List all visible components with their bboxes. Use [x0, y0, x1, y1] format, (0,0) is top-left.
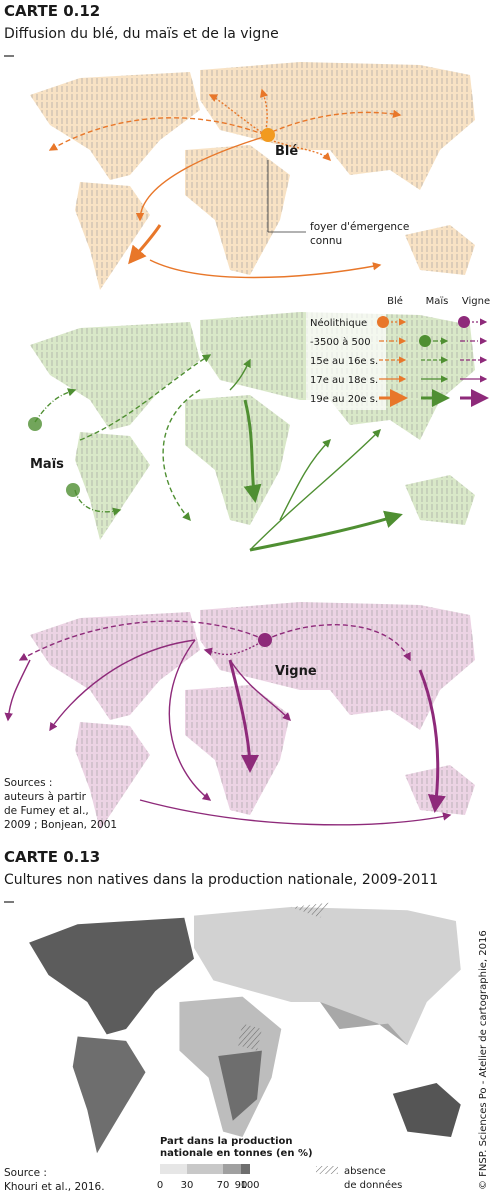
legend-column: Maïs — [426, 296, 449, 307]
map-label: CARTE 0.13 — [4, 848, 100, 866]
annotation: connu — [310, 235, 342, 247]
legend-row: Néolithique — [310, 317, 367, 329]
map-label-mais: Maïs — [30, 457, 64, 472]
legend-class — [160, 1164, 187, 1174]
legend-title: nationale en tonnes (en %) — [160, 1148, 313, 1159]
legend-dot — [419, 335, 431, 347]
legend: Part dans la production nationale en ton… — [157, 1136, 403, 1191]
credit: © FNSP. Sciences Po - Atelier de cartogr… — [478, 930, 489, 1190]
legend-title: Part dans la production — [160, 1136, 292, 1147]
legend-column: Blé — [387, 295, 403, 307]
map-label: CARTE 0.12 — [4, 2, 100, 20]
legend: Blé Maïs Vigne Néolithique -3500 à 500 15e au… — [306, 295, 490, 410]
origin-dot — [261, 128, 275, 142]
legend-row: -3500 à 500 — [310, 336, 371, 348]
legend-tick-label: 70 — [217, 1180, 230, 1191]
map-label-vigne: Vigne — [275, 664, 317, 679]
legend-row: 15e au 16e s. — [310, 356, 378, 367]
legend-no-data: absence — [344, 1166, 386, 1177]
map-label-ble: Blé — [275, 144, 298, 159]
legend-tick-label: 100 — [240, 1180, 259, 1191]
sources: de Fumey et al., — [4, 805, 89, 817]
map-mais: Maïs — [28, 312, 475, 552]
legend-row: 17e au 18e s. — [310, 375, 378, 386]
sources: 2009 ; Bonjean, 2001 — [4, 819, 117, 831]
sources: Sources : — [4, 777, 52, 789]
legend-class — [187, 1164, 223, 1174]
sources: auteurs à partir — [4, 791, 87, 803]
legend-no-data: de données — [344, 1179, 402, 1191]
map-vigne: Vigne Sources : auteurs à partir de Fume… — [4, 602, 475, 831]
legend-column: Vigne — [462, 296, 490, 307]
source: Source : — [4, 1167, 47, 1179]
legend-dot — [458, 316, 470, 328]
annotation: foyer d'émergence — [310, 221, 409, 233]
legend-class — [241, 1164, 250, 1174]
map-ble: Blé foyer d'émergence connu — [30, 62, 475, 290]
map-production — [29, 902, 461, 1154]
legend-class — [223, 1164, 241, 1174]
map-title: Cultures non natives dans la production … — [4, 872, 438, 888]
legend-tick-label: 90 — [235, 1180, 248, 1191]
legend-tick-label: 0 — [157, 1180, 163, 1191]
source: Khouri et al., 2016. — [4, 1181, 105, 1193]
legend-row: 19e au 20e s. — [310, 394, 378, 405]
legend-dot — [377, 316, 389, 328]
map-title: Diffusion du blé, du maïs et de la vigne — [4, 26, 279, 42]
legend-tick-label: 30 — [181, 1180, 194, 1191]
